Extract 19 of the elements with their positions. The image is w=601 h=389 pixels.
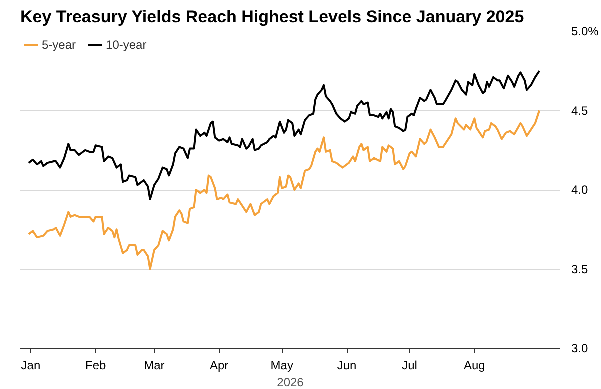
x-tick-label: May bbox=[270, 358, 294, 372]
y-tick-label: 4.5 bbox=[572, 104, 589, 118]
y-tick-label: 3.5 bbox=[572, 262, 589, 276]
x-tick-label: Aug bbox=[464, 358, 486, 372]
y-tick-label: 3.0 bbox=[572, 342, 589, 356]
x-tick-label: Apr bbox=[210, 358, 229, 372]
legend-label: 10-year bbox=[106, 38, 147, 52]
x-tick-label: Feb bbox=[86, 358, 107, 372]
x-tick-label: Jul bbox=[402, 358, 418, 372]
x-axis-title: 2026 bbox=[277, 376, 304, 389]
y-tick-label: 4.0 bbox=[572, 183, 589, 197]
chart-title: Key Treasury Yields Reach Highest Levels Since January 2025 bbox=[20, 8, 524, 26]
x-tick-label: Jun bbox=[337, 358, 357, 372]
x-tick-label: Mar bbox=[144, 358, 165, 372]
line-series bbox=[28, 70, 541, 201]
x-tick-label: Jan bbox=[21, 358, 41, 372]
line-series bbox=[28, 110, 541, 270]
y-tick-label: 5.0% bbox=[572, 24, 600, 38]
legend-label: 5-year bbox=[42, 38, 76, 52]
